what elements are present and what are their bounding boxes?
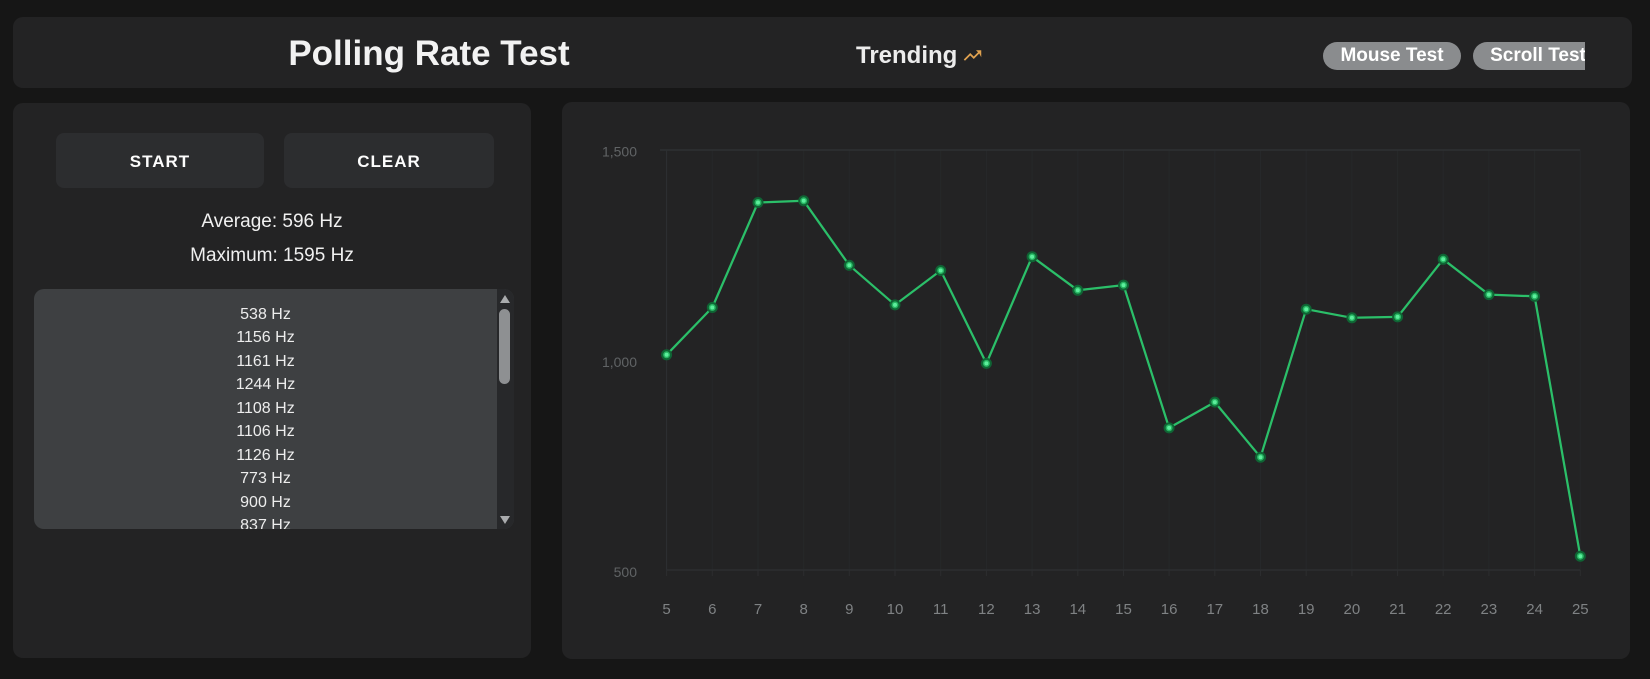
svg-text:21: 21 [1389,601,1406,618]
svg-text:1,500: 1,500 [602,144,637,160]
svg-text:6: 6 [708,601,716,618]
svg-text:13: 13 [1024,601,1041,618]
svg-text:8: 8 [800,601,808,618]
svg-text:11: 11 [933,601,949,618]
svg-text:20: 20 [1344,601,1361,618]
svg-text:12: 12 [978,601,995,618]
svg-text:15: 15 [1115,601,1132,618]
svg-text:19: 19 [1298,601,1315,618]
svg-text:5: 5 [662,601,670,618]
svg-text:16: 16 [1161,601,1178,618]
svg-text:7: 7 [754,601,762,618]
svg-text:17: 17 [1206,601,1223,618]
svg-text:1,000: 1,000 [602,354,637,370]
svg-text:10: 10 [887,601,904,618]
svg-text:14: 14 [1069,601,1086,618]
svg-text:24: 24 [1526,601,1543,618]
svg-text:22: 22 [1435,601,1452,618]
svg-text:9: 9 [845,601,853,618]
svg-text:25: 25 [1572,601,1589,618]
svg-text:23: 23 [1481,601,1498,618]
svg-text:500: 500 [614,564,638,580]
svg-text:18: 18 [1252,601,1269,618]
